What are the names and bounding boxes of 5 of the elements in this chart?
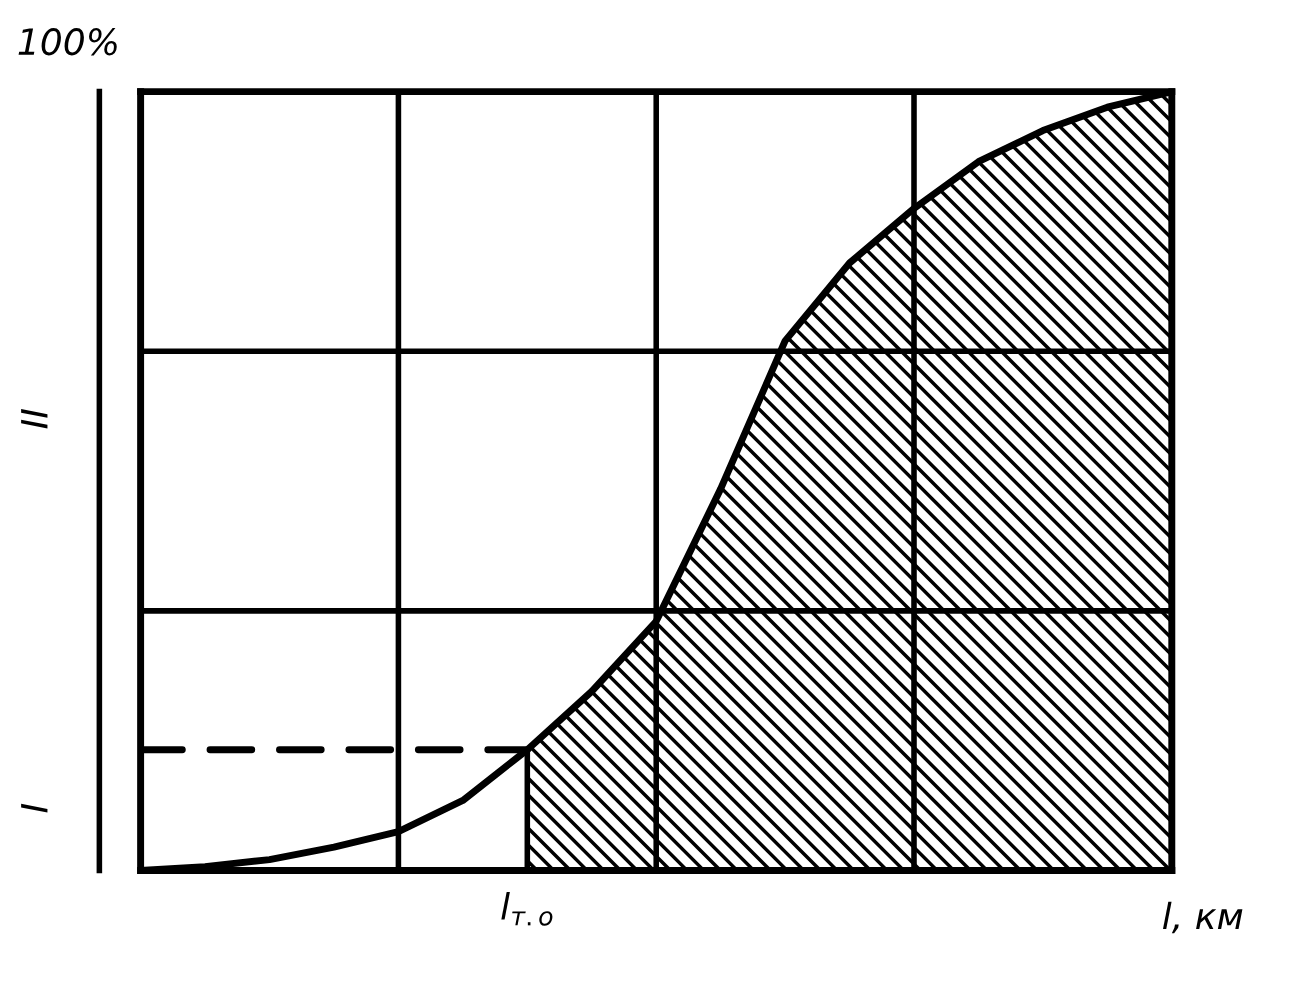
text: II — [21, 409, 48, 429]
x-axis-title: l, км — [1162, 901, 1243, 934]
text: l$_{т.о}$ — [501, 891, 553, 926]
text: 100% — [18, 28, 117, 56]
text: I — [21, 803, 48, 813]
